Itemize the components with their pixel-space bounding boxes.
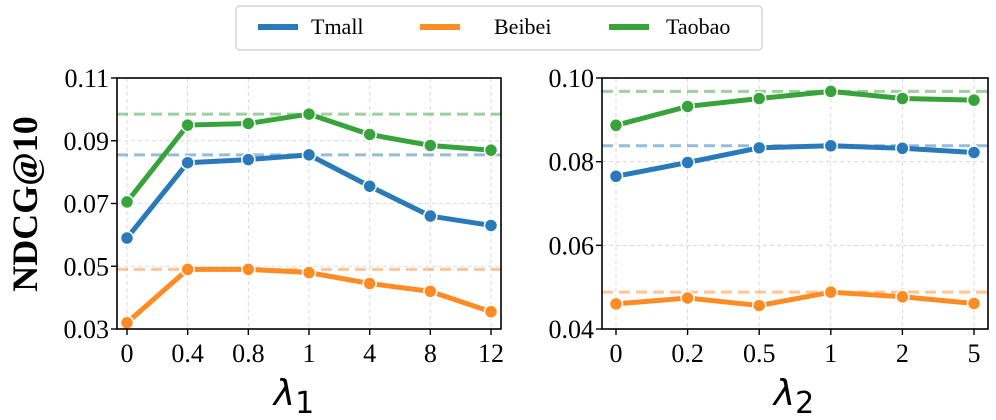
p1-point-beibei-5 bbox=[423, 284, 438, 299]
p1-point-beibei-1 bbox=[180, 262, 195, 277]
p1-point-tmall-5 bbox=[423, 208, 438, 224]
p1-point-beibei-6 bbox=[483, 304, 499, 319]
p1-xtick-label-6: 12 bbox=[478, 339, 504, 368]
p2-xtick-label-3: 1 bbox=[824, 339, 837, 368]
p1-point-tmall-6 bbox=[483, 218, 499, 233]
p1-point-taobao-3 bbox=[301, 106, 317, 122]
p1-point-taobao-2 bbox=[241, 116, 256, 131]
p2-point-tmall-2 bbox=[751, 140, 767, 156]
p2-point-beibei-5 bbox=[966, 296, 982, 311]
p2-point-tmall-3 bbox=[823, 138, 839, 154]
p2-series-line-beibei bbox=[613, 289, 977, 309]
p2-point-tmall-4 bbox=[895, 141, 910, 156]
p2-ytick-label-1: 0.06 bbox=[549, 231, 595, 260]
chart-panel-lambda1: 0 0.4 0.8 1 4 8 12 0.03 0.05 0.07 0.09 0.11 bbox=[64, 64, 505, 368]
p2-series-line-taobao bbox=[613, 88, 977, 128]
p2-xtick-label-1: 0.2 bbox=[671, 339, 704, 368]
p2-point-taobao-5 bbox=[966, 92, 982, 108]
p2-point-beibei-1 bbox=[680, 290, 695, 306]
p1-ytick-label-0: 0.03 bbox=[64, 315, 110, 344]
p1-point-tmall-1 bbox=[180, 155, 195, 170]
p2-point-taobao-2 bbox=[751, 91, 767, 106]
p2-point-beibei-4 bbox=[895, 289, 910, 305]
x-axis-subscript-lambda2: 2 bbox=[795, 386, 814, 420]
p1-point-tmall-4 bbox=[362, 178, 377, 194]
p1-xtick-label-5: 8 bbox=[424, 339, 437, 368]
x-axis-subscript-lambda1: 1 bbox=[295, 386, 314, 420]
p2-point-beibei-3 bbox=[823, 284, 839, 300]
p2-axes-frame bbox=[601, 77, 989, 330]
legend-label-tmall: Tmall bbox=[311, 14, 364, 39]
x-axis-label-lambda2: λ2 bbox=[772, 373, 814, 420]
p2-ytick-label-0: 0.04 bbox=[549, 315, 595, 344]
p2-xtick-label-2: 0.5 bbox=[743, 339, 776, 368]
p1-point-beibei-4 bbox=[362, 276, 377, 291]
p1-point-taobao-1 bbox=[180, 117, 195, 133]
p2-point-tmall-5 bbox=[966, 145, 982, 160]
x-axis-symbol-lambda1: λ bbox=[272, 373, 295, 414]
legend-label-taobao: Taobao bbox=[666, 14, 730, 39]
x-axis-symbol-lambda2: λ bbox=[772, 373, 795, 414]
p1-point-taobao-4 bbox=[362, 127, 377, 142]
p2-xtick-label-4: 2 bbox=[896, 339, 909, 368]
chart-panel-lambda2: 0 0.2 0.5 1 2 5 0.04 0.06 0.08 0.10 bbox=[549, 64, 989, 368]
p1-ytick-label-1: 0.05 bbox=[64, 252, 110, 281]
legend-label-beibei: Beibei bbox=[494, 14, 551, 39]
p1-ytick-label-2: 0.07 bbox=[64, 190, 110, 219]
p1-point-beibei-0 bbox=[119, 315, 135, 330]
p2-xtick-label-5: 5 bbox=[968, 339, 981, 368]
p1-point-tmall-3 bbox=[301, 147, 317, 163]
p1-ytick-label-4: 0.11 bbox=[64, 64, 109, 93]
p2-point-taobao-0 bbox=[608, 118, 624, 133]
p2-point-beibei-0 bbox=[608, 296, 624, 312]
p2-xtick-label-0: 0 bbox=[610, 339, 623, 368]
p1-xtick-label-4: 4 bbox=[363, 339, 376, 368]
p1-point-beibei-3 bbox=[301, 265, 317, 280]
p2-ytick-label-3: 0.10 bbox=[549, 64, 595, 93]
p1-ytick-label-3: 0.09 bbox=[64, 127, 110, 156]
p1-point-tmall-0 bbox=[119, 230, 135, 246]
p2-point-beibei-2 bbox=[751, 298, 767, 313]
x-axis-label-lambda1: λ1 bbox=[272, 373, 314, 420]
p2-point-taobao-1 bbox=[680, 99, 695, 114]
p2-series-line-tmall bbox=[613, 143, 977, 179]
p2-point-taobao-3 bbox=[823, 84, 839, 99]
p1-point-taobao-5 bbox=[423, 138, 438, 153]
p1-xtick-label-2: 0.8 bbox=[232, 339, 265, 368]
legend-frame bbox=[235, 5, 763, 51]
p1-point-taobao-6 bbox=[483, 142, 499, 158]
p1-xtick-label-1: 0.4 bbox=[171, 339, 204, 368]
p1-point-taobao-0 bbox=[119, 194, 135, 210]
p1-point-beibei-2 bbox=[241, 262, 256, 277]
legend: Tmall Beibei Taobao bbox=[235, 5, 763, 51]
p2-point-tmall-0 bbox=[608, 169, 624, 184]
p1-xtick-label-3: 1 bbox=[303, 339, 316, 368]
p1-point-tmall-2 bbox=[241, 152, 256, 167]
p1-xtick-label-0: 0 bbox=[121, 339, 134, 368]
p2-ytick-label-2: 0.08 bbox=[549, 148, 595, 177]
p2-point-tmall-1 bbox=[680, 155, 695, 170]
p2-point-taobao-4 bbox=[895, 91, 910, 106]
y-axis-label: NDCG@10 bbox=[5, 116, 45, 291]
